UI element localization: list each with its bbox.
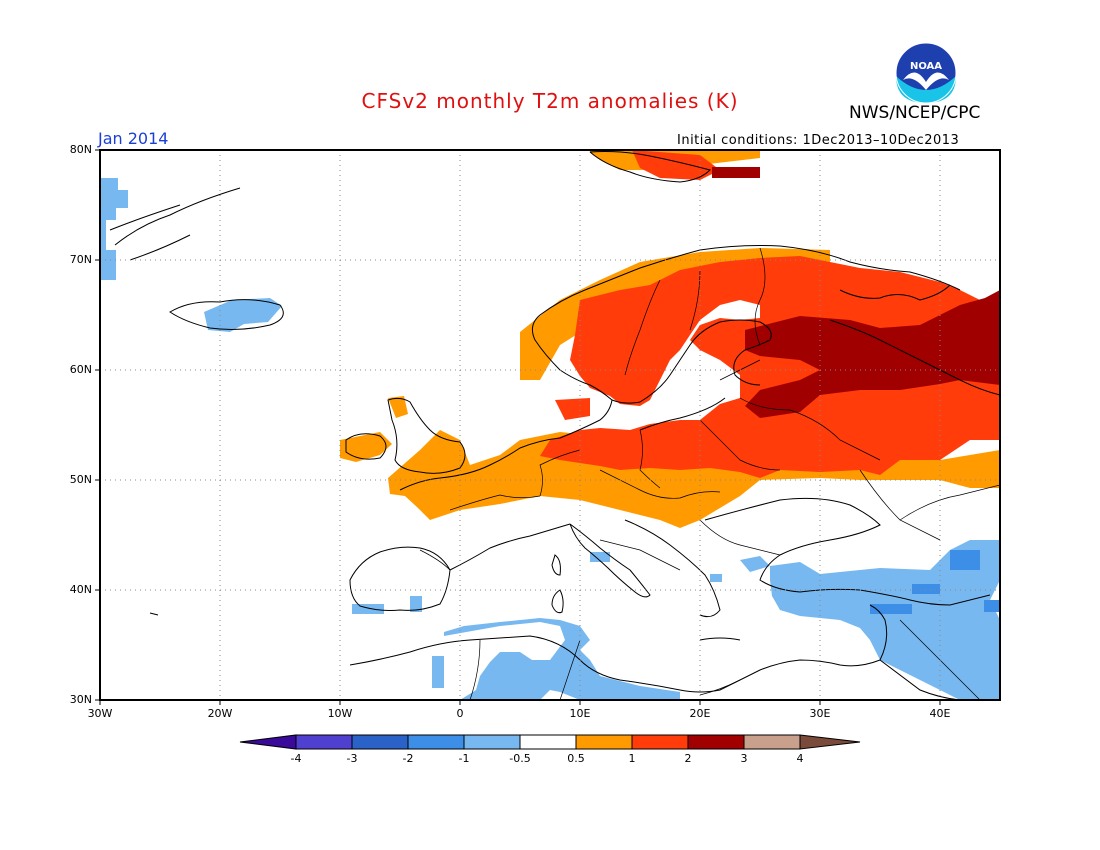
lon-label-20e: 20E [689,707,711,720]
axis-ticks [95,149,941,705]
lon-label-0: 0 [456,707,464,720]
colorbar-swatch-2 [351,734,409,750]
colorbar-label: 2 [684,752,692,765]
colorbar-label: 0.5 [567,752,585,765]
chart-title: CFSv2 monthly T2m anomalies (K) [361,89,739,113]
colorbar [239,734,861,750]
lat-label-60n: 60N [69,363,92,376]
colorbar-swatch-7 [631,734,689,750]
lon-label-40e: 40E [929,707,951,720]
colorbar-label: -3 [346,752,358,765]
lon-label-30w: 30W [87,707,113,720]
colorbar-swatch-0 [239,734,297,750]
agency-label: NWS/NCEP/CPC [849,103,981,123]
lon-label-30e: 30E [809,707,831,720]
colorbar-label: 4 [796,752,804,765]
forecast-month: Jan 2014 [98,129,169,148]
coastlines [109,151,1000,700]
initial-conditions: Initial conditions: 1Dec2013–10Dec2013 [677,133,960,148]
colorbar-swatch-10 [799,734,861,750]
colorbar-swatch-4 [463,734,521,750]
lat-label-50n: 50N [69,473,92,486]
colorbar-label: -4 [290,752,302,765]
colorbar-label: -0.5 [509,752,531,765]
map-frame [99,149,1001,701]
graticule [100,150,1000,700]
colorbar-swatch-8 [687,734,745,750]
anomaly-red-orange [540,150,1000,478]
noaa-logo-text: NOAA [910,61,942,72]
colorbar-label: -1 [458,752,470,765]
colorbar-swatch-6 [575,734,633,750]
colorbar-swatch-3 [407,734,465,750]
anomaly-blue [870,550,1000,614]
colorbar-label: 1 [628,752,636,765]
colorbar-swatch-9 [743,734,801,750]
colorbar-label: -2 [402,752,414,765]
lon-label-20w: 20W [207,707,233,720]
noaa-logo: NOAA [895,42,957,104]
lat-label-70n: 70N [69,253,92,266]
colorbar-label: 3 [740,752,748,765]
lat-label-30n: 30N [69,693,92,706]
lat-label-40n: 40N [69,583,92,596]
lon-label-10e: 10E [569,707,591,720]
borders [419,247,1000,700]
lon-label-10w: 10W [327,707,353,720]
colorbar-swatch-1 [295,734,353,750]
anomaly-dark-red [712,167,1000,418]
map-fill [100,150,1000,700]
lat-label-80n: 80N [69,143,92,156]
colorbar-swatch-5 [519,734,577,750]
